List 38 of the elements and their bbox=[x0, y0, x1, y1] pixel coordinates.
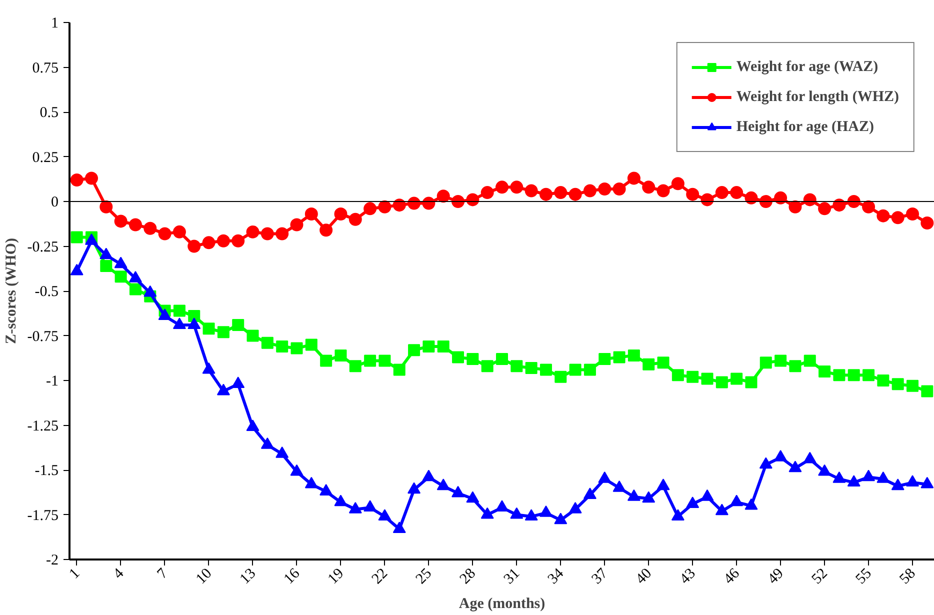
y-tick-label: -0.75 bbox=[27, 328, 59, 345]
y-tick-label: -2 bbox=[46, 552, 59, 568]
legend-label: Weight for age (WAZ) bbox=[736, 58, 878, 76]
x-tick-label: 46 bbox=[721, 565, 744, 588]
y-tick-label: -0.5 bbox=[34, 284, 59, 300]
x-tick-label: 37 bbox=[589, 565, 612, 588]
y-tick-label: -1 bbox=[46, 374, 59, 390]
x-tick-label: 10 bbox=[193, 566, 216, 588]
y-tick-label: -1.25 bbox=[27, 418, 59, 434]
x-tick-label: 13 bbox=[237, 566, 260, 588]
x-tick-label: 52 bbox=[808, 566, 831, 588]
x-tick-label: 43 bbox=[677, 566, 699, 588]
x-tick-label: 22 bbox=[369, 566, 392, 588]
x-tick-label: 55 bbox=[852, 566, 875, 588]
y-tick-label: -0.25 bbox=[27, 239, 59, 256]
x-tick-label: 31 bbox=[501, 566, 524, 588]
y-tick-label: -1.5 bbox=[34, 463, 59, 479]
x-tick-label: 34 bbox=[545, 565, 568, 588]
x-tick-label: 16 bbox=[281, 565, 304, 588]
x-axis-title: Age (months) bbox=[458, 596, 546, 612]
x-tick-label: 25 bbox=[413, 566, 436, 588]
x-tick-label: 40 bbox=[633, 566, 655, 588]
y-axis-title: Z-scores (WHO) bbox=[3, 238, 20, 344]
x-tick-label: 19 bbox=[325, 566, 348, 588]
legend-label: Weight for length (WHZ) bbox=[736, 88, 899, 106]
y-tick-label: 0.75 bbox=[32, 60, 58, 76]
legend-label: Height for age (HAZ) bbox=[736, 118, 874, 136]
y-tick-label: 1 bbox=[51, 16, 58, 32]
y-tick-label: 0.5 bbox=[40, 105, 58, 121]
x-tick-label: 58 bbox=[896, 566, 919, 588]
x-tick-label: 49 bbox=[765, 566, 787, 588]
x-tick-label: 7 bbox=[154, 565, 172, 582]
x-tick-label: 28 bbox=[457, 566, 480, 588]
x-tick-label: 4 bbox=[110, 565, 128, 582]
y-tick-label: 0.25 bbox=[32, 150, 58, 166]
y-tick-label: -1.75 bbox=[27, 508, 59, 524]
x-tick-label: 1 bbox=[66, 566, 84, 582]
y-tick-label: 0 bbox=[51, 194, 58, 210]
